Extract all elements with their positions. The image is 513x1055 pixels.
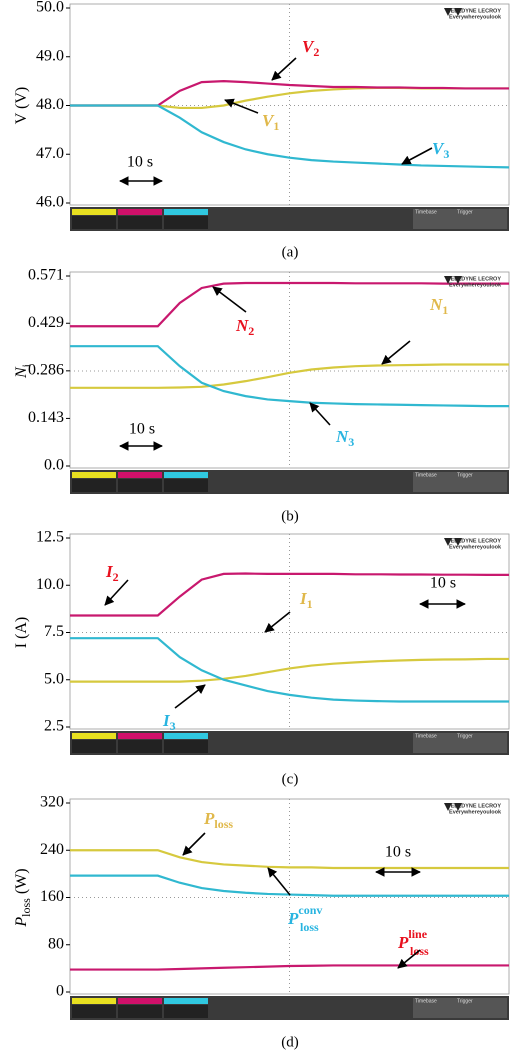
ylabel-tail: (W) (13, 868, 30, 898)
label-sub: 3 (170, 719, 176, 733)
label-sub: 1 (273, 119, 279, 133)
y-tick-label: 48.0 (36, 96, 64, 113)
logo-tagline: Everywhereyoulook (449, 809, 502, 815)
channel-box (118, 472, 162, 478)
channel-box (72, 998, 116, 1004)
channel-info (72, 216, 116, 229)
label-sub: loss (214, 817, 233, 831)
y-tick-label: 320 (40, 794, 64, 811)
footer-text: Trigger (457, 209, 473, 215)
channel-info (118, 740, 162, 753)
y-tick-label: 47.0 (36, 145, 64, 162)
channel-info (72, 740, 116, 753)
logo-tagline: Everywhereyoulook (449, 282, 502, 288)
y-axis-label: V (V) (13, 87, 30, 124)
footer-text: Timebase (415, 998, 437, 1004)
y-tick-label: 80 (48, 935, 64, 952)
channel-box (72, 733, 116, 739)
y-tick-label: 0.143 (28, 409, 64, 426)
label-sub: 2 (113, 570, 119, 584)
y-tick-label: 49.0 (36, 47, 64, 64)
label-sub: 1 (442, 303, 448, 317)
channel-info (164, 1005, 208, 1018)
channel-box (164, 998, 208, 1004)
y-tick-label: 2.5 (44, 718, 64, 735)
label-sub: 2 (313, 45, 319, 59)
caption: (c) (282, 771, 299, 787)
y-tick-label: 0.0 (44, 457, 64, 474)
y-tick-label: 12.5 (36, 529, 64, 546)
y-tick-label: 50.0 (36, 0, 64, 16)
footer-text: Trigger (457, 472, 473, 478)
caption: (d) (281, 1034, 299, 1050)
channel-info (164, 740, 208, 753)
y-tick-label: 0.429 (28, 314, 64, 331)
channel-box (164, 472, 208, 478)
channel-box (72, 209, 116, 215)
channel-info (118, 479, 162, 492)
channel-info (164, 216, 208, 229)
label-main: N (429, 295, 443, 314)
logo-tagline: Everywhereyoulook (449, 14, 502, 20)
channel-info (164, 479, 208, 492)
y-tick-label: 160 (40, 888, 64, 905)
channel-box (164, 733, 208, 739)
ylabel-main: I (A) (13, 617, 30, 649)
y-tick-label: 0 (56, 983, 64, 1000)
scale-label: 10 s (127, 154, 153, 171)
channel-info (72, 1005, 116, 1018)
label-main: N (235, 316, 249, 335)
plot-frame (70, 272, 509, 468)
label-main: P (397, 933, 409, 952)
channel-box (118, 733, 162, 739)
label-sub: 1 (307, 597, 313, 611)
channel-box (164, 209, 208, 215)
y-tick-label: 46.0 (36, 194, 64, 211)
channel-info (72, 479, 116, 492)
caption: (a) (282, 244, 299, 260)
label-sup: conv (298, 903, 322, 917)
channel-info (118, 1005, 162, 1018)
label-main: N (335, 427, 349, 446)
label-sup: line (408, 927, 427, 941)
ylabel-sub: loss (19, 898, 33, 917)
footer-text: Timebase (415, 209, 437, 215)
channel-box (118, 209, 162, 215)
logo-tagline: Everywhereyoulook (449, 544, 502, 550)
caption: (b) (281, 508, 299, 524)
channel-info (118, 216, 162, 229)
label-sub: loss (300, 920, 319, 934)
y-tick-label: 7.5 (44, 623, 64, 640)
footer-text: Timebase (415, 733, 437, 739)
label-main: P (203, 809, 215, 828)
y-tick-label: 10.0 (36, 576, 64, 593)
figure: 46.047.048.049.050.0V (V)TELEDYNE LECROY… (0, 0, 513, 1055)
scale-label: 10 s (385, 844, 411, 861)
y-axis-label: Ploss (W) (13, 868, 33, 927)
label-main: P (287, 909, 299, 928)
channel-box (118, 998, 162, 1004)
footer-text: Timebase (415, 472, 437, 478)
footer-text: Trigger (457, 998, 473, 1004)
label-sub: 2 (248, 324, 254, 338)
y-tick-label: 5.0 (44, 670, 64, 687)
channel-box (72, 472, 116, 478)
ylabel-main: V (V) (13, 87, 30, 124)
footer-text: Trigger (457, 733, 473, 739)
y-tick-label: 0.286 (28, 362, 64, 379)
scale-label: 10 s (129, 421, 155, 438)
y-tick-label: 240 (40, 841, 64, 858)
scale-label: 10 s (430, 575, 456, 592)
y-tick-label: 0.571 (28, 267, 64, 284)
label-sub: 3 (348, 435, 354, 449)
label-sub: 3 (443, 147, 449, 161)
ylabel-main: P (13, 917, 30, 928)
y-axis-label: I (A) (13, 617, 30, 649)
plot-frame (70, 534, 509, 729)
